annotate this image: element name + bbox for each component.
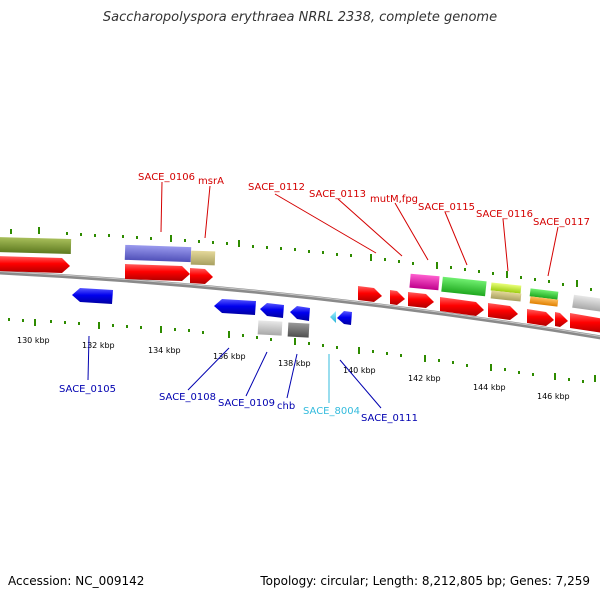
gene-label-sace-0108[interactable]: SACE_0108 (159, 392, 216, 403)
gene-label-msra[interactable]: msrA (198, 176, 224, 187)
label-leaders-reverse (87, 335, 382, 409)
cds-forward[interactable] (358, 286, 382, 302)
cds-forward[interactable] (408, 292, 434, 308)
cds-reverse[interactable] (290, 306, 310, 321)
gene-lime[interactable] (490, 282, 522, 294)
cds-reverse[interactable] (337, 311, 352, 325)
cds-forward[interactable] (570, 313, 600, 334)
gene-label-sace-0115[interactable]: SACE_0115 (418, 202, 475, 213)
cds-reverse[interactable] (214, 299, 256, 315)
gene-khaki[interactable] (190, 250, 216, 266)
tick-label: 134 kbp (148, 346, 181, 355)
genome-title: Saccharopolyspora erythraea NRRL 2338, c… (102, 10, 498, 25)
gene-darkgray[interactable] (287, 322, 310, 338)
gene-label-sace-8004[interactable]: SACE_8004 (303, 406, 360, 417)
tick-label: 142 kbp (408, 374, 441, 383)
genome-summary: Topology: circular; Length: 8,212,805 bp… (260, 574, 590, 588)
gene-label-mutm-fpg[interactable]: mutM,fpg (370, 194, 418, 205)
tick-label: 144 kbp (473, 383, 506, 392)
gene-label-sace-0111[interactable]: SACE_0111 (361, 413, 418, 424)
outer-tick-track (10, 227, 592, 291)
gene-orange[interactable] (529, 296, 559, 307)
gene-label-sace-0109[interactable]: SACE_0109 (218, 398, 275, 409)
cds-forward[interactable] (0, 256, 70, 273)
gene-purple[interactable] (124, 244, 192, 263)
gene-lightgray-fwd[interactable] (572, 294, 600, 314)
gene-magenta[interactable] (409, 273, 440, 291)
cds-forward[interactable] (190, 268, 213, 284)
cds-forward[interactable] (390, 290, 405, 305)
cds-reverse[interactable] (260, 303, 284, 318)
gene-green[interactable] (441, 276, 487, 297)
gene-lightgray[interactable] (257, 320, 283, 336)
gene-label-sace-0116[interactable]: SACE_0116 (476, 209, 533, 220)
gene-label-sace-0112[interactable]: SACE_0112 (248, 182, 305, 193)
cds-forward[interactable] (527, 309, 554, 326)
gene-khaki-2[interactable] (490, 290, 522, 302)
gene-green-2[interactable] (529, 288, 559, 300)
gene-label-sace-0106[interactable]: SACE_0106 (138, 172, 195, 183)
gene-label-sace-0113[interactable]: SACE_0113 (309, 189, 366, 200)
genome-backbone-highlight (0, 271, 600, 337)
cds-forward[interactable] (440, 297, 484, 316)
accession-text: Accession: NC_009142 (8, 574, 145, 588)
cds-forward[interactable] (555, 312, 568, 327)
gene-label-sace-0117[interactable]: SACE_0117 (533, 217, 590, 228)
cds-reverse[interactable] (72, 288, 113, 304)
inner-tick-track (8, 318, 596, 383)
tick-label: 146 kbp (537, 392, 570, 401)
tick-label: 132 kbp (82, 341, 115, 350)
tick-label: 138 kbp (278, 359, 311, 368)
cds-reverse-cyan[interactable] (330, 311, 336, 323)
gene-label-chb[interactable]: chb (277, 401, 295, 412)
gene-olive[interactable] (0, 236, 72, 254)
label-leaders-forward (160, 181, 559, 277)
cds-forward[interactable] (125, 264, 190, 281)
genome-backbone (0, 270, 600, 340)
cds-forward[interactable] (488, 303, 518, 320)
tick-label: 130 kbp (17, 336, 50, 345)
tick-label: 140 kbp (343, 366, 376, 375)
gene-label-sace-0105[interactable]: SACE_0105 (59, 384, 116, 395)
tick-label: 136 kbp (213, 352, 246, 361)
